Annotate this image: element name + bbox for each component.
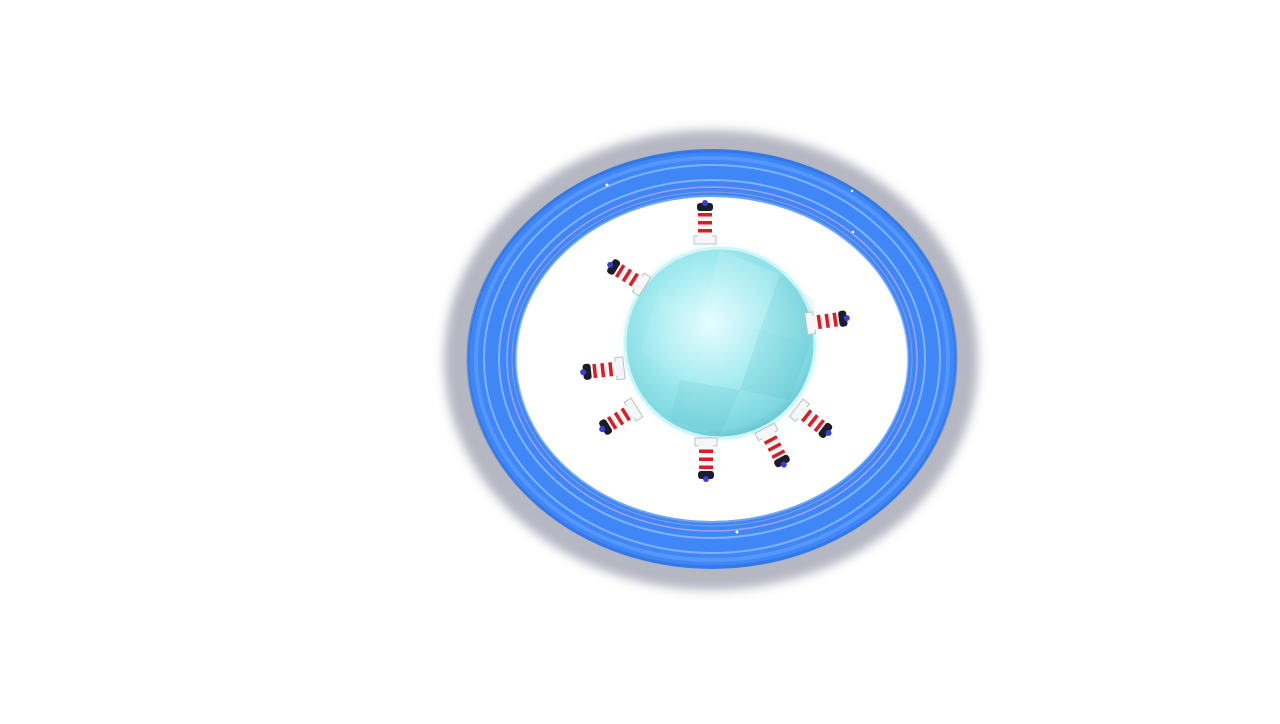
lighthouse-group (579, 200, 852, 482)
lighthouse[interactable] (788, 398, 837, 443)
lighthouse[interactable] (602, 254, 652, 297)
lighthouse[interactable] (579, 356, 626, 383)
lighthouse[interactable] (693, 200, 717, 245)
lighthouse[interactable] (804, 307, 852, 336)
lighthouse[interactable] (694, 437, 718, 482)
lighthouse[interactable] (594, 397, 644, 440)
lighthouse[interactable] (754, 422, 795, 472)
water-ring (444, 130, 978, 590)
planet (618, 241, 822, 445)
